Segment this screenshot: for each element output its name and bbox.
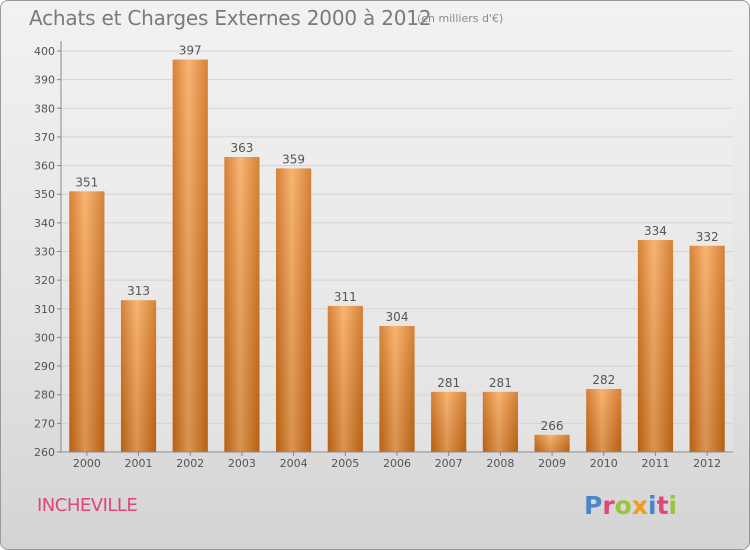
y-tick-label: 320	[34, 274, 55, 287]
x-tick-label: 2002	[176, 457, 204, 470]
x-tick-label: 2007	[435, 457, 463, 470]
y-tick-label: 380	[34, 102, 55, 115]
y-tick-label: 370	[34, 131, 55, 144]
logo-letter: i	[648, 491, 657, 520]
data-label: 304	[386, 310, 409, 324]
bar-shade-2004	[276, 168, 312, 452]
x-tick-label: 2001	[125, 457, 153, 470]
data-label: 351	[75, 175, 98, 189]
bar-shade-2007	[431, 391, 467, 452]
y-tick-label: 310	[34, 303, 55, 316]
bar-shade-2006	[379, 325, 415, 452]
unit-note: (en milliers d'€)	[417, 12, 504, 25]
data-label: 397	[179, 44, 202, 58]
bar-shade-2001	[120, 300, 157, 452]
data-label: 332	[696, 230, 719, 244]
x-tick-label: 2009	[538, 457, 566, 470]
y-tick-label: 400	[34, 45, 55, 58]
data-label: 313	[127, 284, 150, 298]
data-label: 363	[230, 141, 253, 155]
y-tick-label: 280	[34, 389, 55, 402]
proxiti-logo[interactable]: Proxiti	[584, 491, 677, 520]
y-tick-label: 340	[34, 217, 55, 230]
y-tick-label: 360	[34, 160, 55, 173]
data-labels: 351 313 397 363 359 311 304 281 281 266 282 334 332	[75, 44, 718, 433]
y-tick-label: 270	[34, 417, 55, 430]
bar-shade-2012	[689, 245, 725, 452]
logo-letter: i	[668, 491, 678, 520]
data-label: 311	[334, 290, 357, 304]
y-tick-label: 290	[34, 360, 55, 373]
logo-letter: r	[602, 491, 615, 520]
y-tick-label: 260	[34, 446, 55, 459]
bars	[69, 59, 725, 452]
bar-shade-2011	[637, 240, 674, 452]
x-tick-label: 2004	[280, 457, 308, 470]
x-tick-label: 2000	[73, 457, 101, 470]
bar-shade-2008	[482, 391, 518, 452]
y-tick-label: 350	[34, 188, 55, 201]
logo-letter: t	[656, 491, 669, 520]
y-tick-label: 330	[34, 246, 55, 259]
data-label: 359	[282, 152, 305, 166]
commune-name: INCHEVILLE	[37, 495, 138, 516]
logo-letter: P	[584, 491, 603, 520]
y-tick-label: 390	[34, 74, 55, 87]
x-tick-label: 2006	[383, 457, 411, 470]
data-label: 334	[644, 224, 667, 238]
bar-shade-2005	[327, 305, 363, 452]
data-label: 266	[541, 419, 564, 433]
x-tick-label: 2003	[228, 457, 256, 470]
x-tick-label: 2011	[641, 457, 669, 470]
bar-shade-2002	[172, 59, 208, 452]
y-tick-label: 300	[34, 331, 55, 344]
x-tick-label: 2005	[331, 457, 359, 470]
y-axis: 260 270 280 290 300 310 320 330 340 350 360 370 380 3…	[34, 41, 62, 459]
bar-shade-2009	[534, 434, 570, 452]
chart-title: Achats et Charges Externes 2000 à 2012	[29, 6, 432, 30]
data-label: 281	[437, 376, 460, 390]
bar-shade-2000	[69, 191, 105, 452]
x-tick-label: 2008	[486, 457, 514, 470]
logo-letter: x	[631, 491, 648, 520]
data-label: 281	[489, 376, 512, 390]
x-tick-label: 2012	[693, 457, 721, 470]
bar-shade-2003	[224, 156, 260, 452]
x-tick-label: 2010	[590, 457, 618, 470]
data-label: 282	[592, 373, 615, 387]
x-axis: 2000 2001 2002 2003 2004 2005 2006 2007 2008 2009…	[61, 451, 733, 470]
logo-letter: o	[614, 491, 632, 520]
bar-shade-2010	[586, 388, 622, 452]
